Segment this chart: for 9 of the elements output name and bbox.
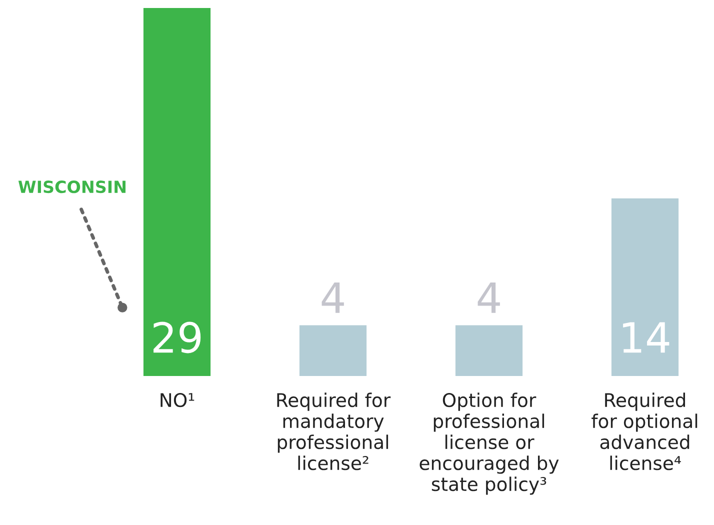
data-label: 4	[322, 282, 344, 313]
x-tick-label: Required for optional advanced license⁴	[592, 392, 698, 470]
x-tick-label: Required for mandatory professional license²	[277, 392, 391, 470]
data-label: 4	[478, 282, 500, 313]
annotation: WISCONSIN	[18, 180, 126, 194]
data-label: 29	[154, 322, 201, 354]
x-tick-label: NO¹	[160, 393, 194, 408]
x-tick-label: Option for professional license or encouraged by state policy³	[420, 392, 559, 495]
data-label: 14	[623, 322, 670, 353]
